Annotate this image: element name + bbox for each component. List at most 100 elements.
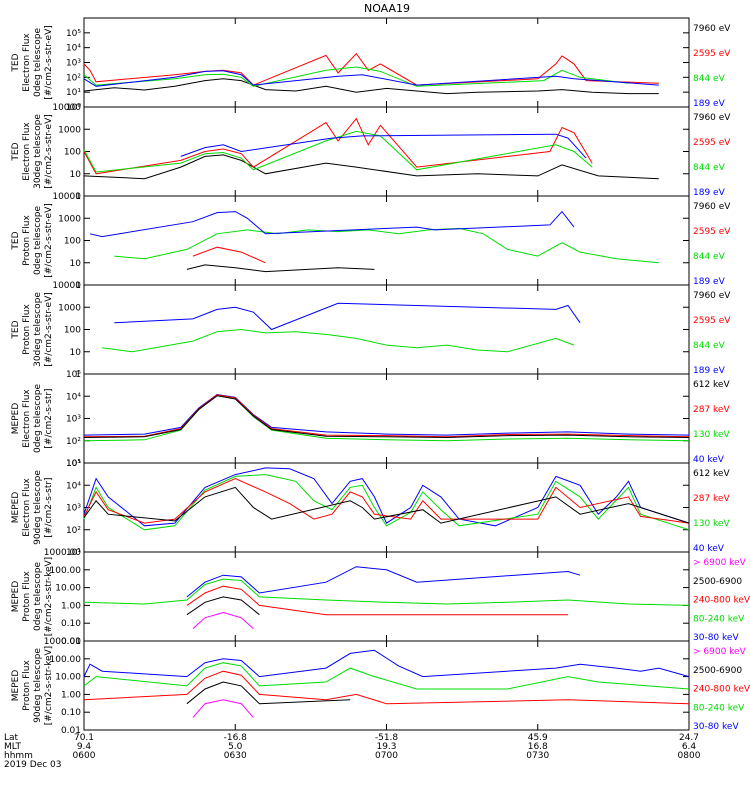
panel-4-series-1 [102, 328, 575, 353]
panel-5-ytick-label-4: 10⁵ [66, 370, 81, 380]
xaxis-mlt-label-3: 16.8 [528, 742, 548, 752]
panel-8-legend-1: > 6900 keV [693, 647, 747, 657]
panel-8-legend-3: 240-800 keV [693, 685, 750, 695]
panel-1-legend-2: 2595 eV [693, 49, 731, 59]
panel-5-legend-3: 130 keV [693, 430, 730, 440]
panel-2-legend-4: 189 eV [693, 188, 726, 198]
panel-6-legend-3: 130 keV [693, 519, 730, 529]
panel-4-ylabel-line-2: Proton Flux [22, 304, 32, 355]
panel-frame-5 [83, 373, 690, 464]
panel-8-series-3 [83, 670, 690, 705]
panel-6-ytick-label-0: 10¹ [66, 548, 81, 558]
panel-3-ylabel-line-3: 0deg telescope [33, 206, 43, 276]
panel-1-ylabel-line-1: TED [11, 53, 21, 72]
panel-3-ylabel-line-1: TED [11, 231, 21, 250]
panel-8-series-1 [83, 649, 690, 678]
chart-title: NOAA19 [364, 2, 410, 15]
panel-7-legend-1: > 6900 keV [693, 558, 747, 568]
xaxis-lat-label-0: 70.1 [74, 733, 94, 743]
panel-6-ytick-label-2: 10³ [66, 504, 81, 514]
xaxis-lat-label-3: 45.9 [528, 733, 548, 743]
panel-5-ytick-label-1: 10² [66, 437, 81, 447]
panel-5-ylabel-line-2: Electron Flux [22, 389, 32, 448]
panel-8-ylabel-line-4: [#/cm2-s-str-keV] [44, 646, 54, 725]
xaxis-hhmm-label-1: 0630 [224, 751, 247, 761]
panel-2-legend-3: 844 eV [693, 163, 726, 173]
panel-8-ytick-label-1: 0.10 [61, 708, 81, 718]
panel-3-series-1 [186, 264, 375, 273]
panel-5-legend-1: 612 keV [693, 380, 730, 390]
panel-3-legend-4: 189 eV [693, 277, 726, 287]
panel-5-ytick-label-2: 10³ [66, 415, 81, 425]
xaxis-mlt-label-1: 5.0 [228, 742, 243, 752]
panel-1-ylabel-line-4: [#/cm2-s-str-eV] [44, 25, 54, 100]
panel-2-ytick-label-1: 10 [70, 170, 82, 180]
panel-5-ytick-label-0: 10¹ [66, 459, 81, 469]
panel-6-ytick-label-1: 10² [66, 526, 81, 536]
panel-1-series-1 [83, 78, 659, 95]
panel-4-legend-2: 2595 eV [693, 316, 731, 326]
panel-2-legend-1: 7960 eV [693, 113, 731, 123]
panel-7-ytick-label-3: 10.00 [55, 584, 81, 594]
panel-1-ylabel-line-3: 0deg telescope [33, 28, 43, 98]
xaxis-mlt-label-2: 19.3 [376, 742, 396, 752]
panel-7-legend-3: 240-800 keV [693, 596, 750, 606]
panel-4-legend-1: 7960 eV [693, 291, 731, 301]
panel-1-ylabel-line-2: Electron Flux [22, 33, 32, 92]
panel-5-legend-4: 40 keV [693, 455, 725, 465]
panel-4-ytick-label-0: 1 [75, 370, 81, 380]
panel-7-ytick-label-4: 100.00 [50, 566, 82, 576]
panel-8-series-2 [83, 662, 690, 690]
panel-7-legend-2: 2500-6900 [693, 577, 742, 587]
panel-4-legend-4: 189 eV [693, 366, 726, 376]
panel-1-ytick-label-2: 10² [66, 73, 81, 83]
panel-2-ylabel-line-2: Electron Flux [22, 122, 32, 181]
panel-frame-1 [83, 17, 690, 108]
panel-8-ytick-label-2: 1.00 [61, 690, 81, 700]
panel-3-ytick-label-3: 1000 [58, 214, 81, 224]
panel-1-legend-1: 7960 eV [693, 24, 731, 34]
panel-2-ytick-label-3: 1000 [58, 125, 81, 135]
panel-7-legend-5: 30-80 keV [693, 633, 739, 643]
panel-1-legend-3: 844 eV [693, 74, 726, 84]
panel-frame-3 [83, 195, 690, 286]
panel-6-legend-1: 612 keV [693, 469, 730, 479]
xaxis-lat-label-2: -51.8 [375, 733, 399, 743]
panel-8-ylabel-line-2: Proton Flux [22, 660, 32, 711]
panel-8-ytick-label-0: 0.01 [61, 726, 81, 736]
panel-6-series-3 [83, 478, 690, 524]
panel-2-ytick-label-4: 10000 [52, 103, 81, 113]
panel-8-legend-2: 2500-6900 [693, 666, 742, 676]
panel-5-series-4 [83, 395, 690, 439]
panel-2-ylabel-line-4: [#/cm2-s-str-eV] [44, 114, 54, 189]
panel-2-ylabel-line-3: 30deg telescope [33, 114, 43, 189]
panel-1-ytick-label-4: 10⁴ [66, 44, 81, 54]
panel-6-ytick-label-4: 10⁵ [66, 459, 81, 469]
panel-4-ylabel-line-3: 30deg telescope [33, 292, 43, 367]
panel-2-series-4 [180, 133, 587, 159]
xaxis-row-label-1: Lat [4, 733, 19, 743]
panel-2-ytick-label-0: 1 [75, 192, 81, 202]
panel-1-series-4 [83, 70, 659, 87]
panel-7-ylabel-line-2: Proton Flux [22, 571, 32, 622]
panel-5-series-3 [83, 394, 690, 438]
xaxis-row-label-3: hhmm [4, 751, 33, 761]
panel-8-ylabel-line-3: 90deg telescope [33, 648, 43, 723]
panel-8-ytick-label-5: 1000.00 [44, 637, 81, 647]
panel-4-legend-3: 844 eV [693, 341, 726, 351]
panel-7-ytick-label-1: 0.10 [61, 619, 81, 629]
panel-6-legend-2: 287 keV [693, 494, 730, 504]
panel-5-ylabel-line-1: MEPED [11, 403, 21, 435]
panel-8-series-4 [186, 681, 351, 705]
panel-8-legend-5: 30-80 keV [693, 722, 739, 732]
panel-1-series-2 [83, 52, 659, 86]
panel-7-legend-4: 80-240 keV [693, 614, 745, 624]
panel-3-series-2 [192, 246, 266, 264]
panel-6-ytick-label-3: 10⁴ [66, 481, 81, 491]
panel-1-legend-4: 189 eV [693, 99, 726, 109]
xaxis-mlt-label-0: 9.4 [77, 742, 92, 752]
xaxis-lat-label-1: -16.8 [224, 733, 248, 743]
panel-3-ylabel-line-2: Proton Flux [22, 215, 32, 266]
panel-3-ytick-label-2: 100 [64, 237, 81, 247]
